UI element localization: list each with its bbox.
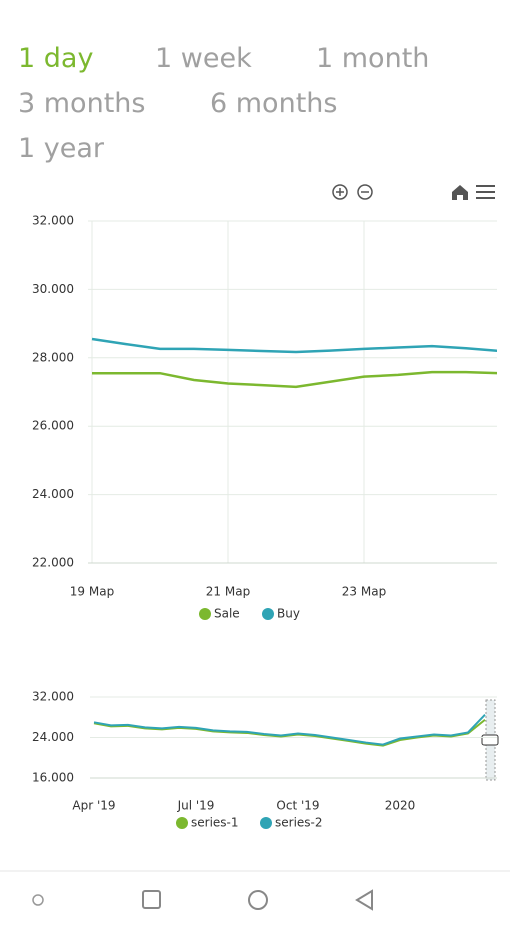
nav-dot[interactable] xyxy=(32,894,44,906)
nav-recents[interactable] xyxy=(142,890,161,909)
x-tick-label: 2020 xyxy=(385,799,416,813)
range-tab[interactable]: 1 month xyxy=(316,43,430,74)
x-tick-label: Oct '19 xyxy=(276,799,319,813)
navigator-handle[interactable] xyxy=(481,734,499,746)
y-tick-label: 22.000 xyxy=(32,556,74,570)
series-line xyxy=(91,337,497,354)
x-tick-label: Jul '19 xyxy=(177,799,215,813)
y-tick-label: 32.000 xyxy=(32,214,74,228)
legend-marker xyxy=(262,608,274,620)
y-tick-label: 16.000 xyxy=(32,771,74,785)
series-line xyxy=(92,370,497,389)
range-tab[interactable]: 6 months xyxy=(210,88,338,119)
range-tab[interactable]: 1 week xyxy=(155,43,252,74)
y-tick-label: 28.000 xyxy=(32,350,74,364)
legend-marker xyxy=(199,608,211,620)
y-tick-label: 26.000 xyxy=(32,419,74,433)
nav-home[interactable] xyxy=(248,890,268,910)
range-tab[interactable]: 3 months xyxy=(18,88,146,119)
range-tab[interactable]: 1 year xyxy=(18,133,104,164)
x-tick-label: 21 Мар xyxy=(206,585,250,599)
home-icon[interactable] xyxy=(452,185,468,200)
legend-marker xyxy=(260,817,272,829)
y-tick-label: 30.000 xyxy=(32,282,74,296)
nav-back[interactable] xyxy=(355,889,373,911)
x-tick-label: 19 Мар xyxy=(70,585,114,599)
legend-label: Sale xyxy=(214,607,240,621)
y-tick-label: 24.000 xyxy=(32,730,74,744)
x-tick-label: Apr '19 xyxy=(72,799,115,813)
y-tick-label: 32.000 xyxy=(32,690,74,704)
legend-label: series-1 xyxy=(191,816,239,830)
range-tab[interactable]: 1 day xyxy=(18,43,94,74)
legend-label: Buy xyxy=(277,607,300,621)
series-line xyxy=(93,719,486,747)
legend-label: series-2 xyxy=(275,816,323,830)
zoom-in[interactable] xyxy=(332,184,348,200)
menu-icon[interactable] xyxy=(476,185,495,199)
series-line xyxy=(93,714,486,746)
zoom-out[interactable] xyxy=(357,184,373,200)
x-tick-label: 23 Мар xyxy=(342,585,386,599)
legend-marker xyxy=(176,817,188,829)
y-tick-label: 24.000 xyxy=(32,487,74,501)
